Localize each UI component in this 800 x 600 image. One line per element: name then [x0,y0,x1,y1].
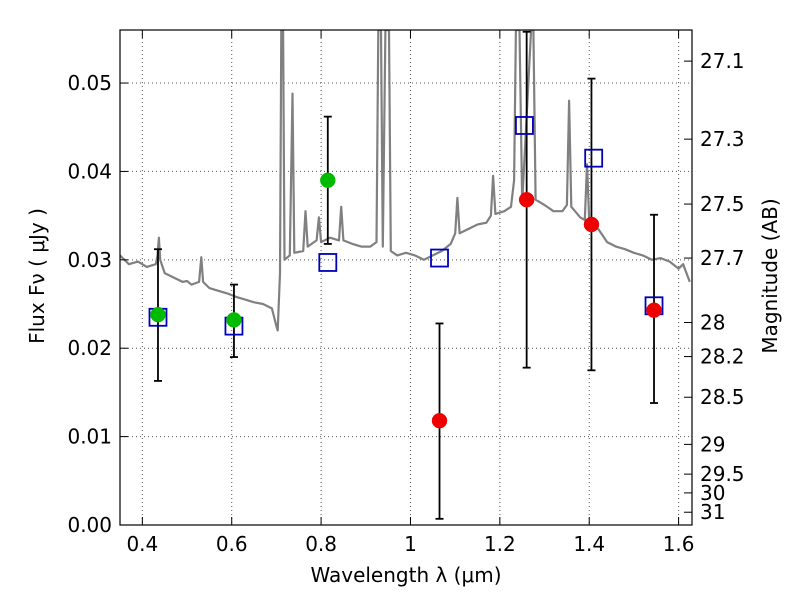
y2-tick-label: 27.5 [700,192,745,216]
ticks-layer: 0.4 0.6 0.8 1 1.2 1.4 1.6 0.00 0.01 0.02 0.03 0.04 0… [67,30,745,556]
y2-tick-label: 29 [700,432,725,456]
x-tick-label: 0.6 [216,532,248,556]
grid-lines [120,30,692,526]
x-tick-label: 0.8 [305,532,337,556]
y-tick-label: 0.04 [67,159,112,183]
data-point [431,412,448,429]
y-tick-label: 0.03 [67,248,112,272]
y-axis-title: Flux Fν ( μJy ) [25,208,49,344]
x-tick-label: 1.4 [573,532,605,556]
y2-tick-label: 27.1 [700,49,745,73]
model-square [584,148,604,168]
model-square [430,248,449,268]
x-tick-label: 1 [404,532,417,556]
data-point [583,216,600,233]
y-tick-label: 0.01 [67,425,112,449]
y2-tick-label: 28.5 [700,385,745,409]
y2-tick-label: 27.3 [700,127,745,151]
y2-tick-label: 27.7 [700,246,745,270]
errorbar-layer [153,30,659,520]
data-point [646,302,662,318]
points-layer [150,172,662,429]
plot-frame [119,29,693,526]
y2-tick-label: 30 [700,481,725,505]
x-tick-label: 1.6 [663,532,695,556]
axes-layer [119,29,693,526]
y2-tick-label: 28.2 [700,345,745,369]
y2-tick-label: 28 [700,311,725,335]
data-point [320,172,336,189]
data-point [518,191,535,208]
model-square [318,253,338,272]
spectrum-layer [120,30,691,332]
data-point [226,312,242,328]
x-axis-title: Wavelength λ (μm) [310,563,501,587]
y-tick-label: 0.02 [67,336,112,360]
y2-tick-label: 29.5 [700,462,745,486]
y-tick-label: 0.00 [67,513,112,537]
spectrum-line [120,30,691,332]
x-tick-label: 1.2 [484,532,516,556]
model-square [515,116,534,135]
x-tick-label: 0.4 [126,532,158,556]
right-axis-title: Magnitude (AB) [758,198,782,353]
y2-tick-label: 31 [700,500,725,524]
data-point [150,306,166,323]
y-tick-label: 0.05 [67,71,112,95]
